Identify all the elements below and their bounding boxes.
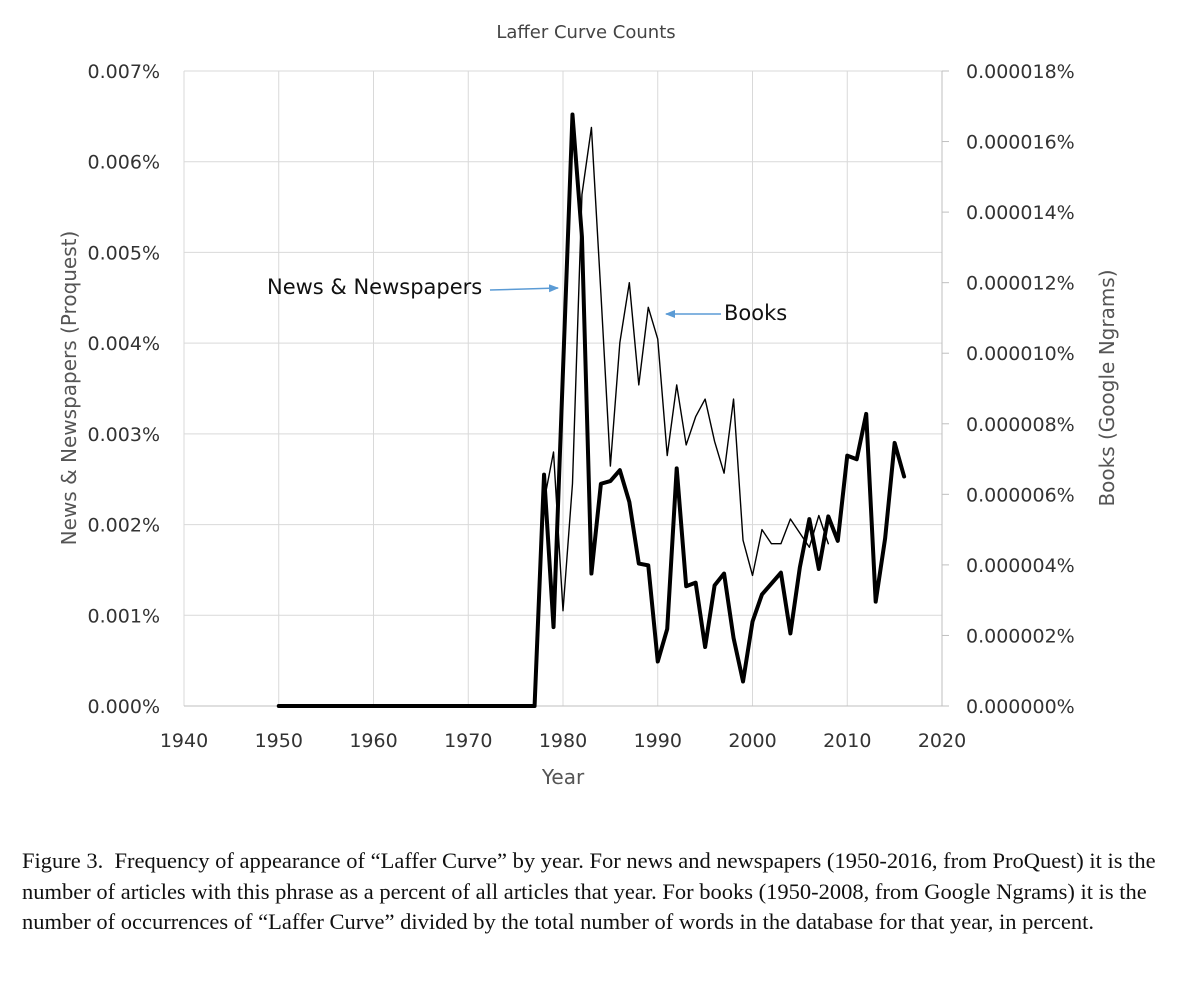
laffer-chart: Laffer Curve Counts 1940 1950 1960 1970 1980… — [57, 22, 1119, 789]
x-tick-label: 1990 — [634, 730, 682, 752]
books-series-line — [533, 126, 829, 707]
x-tick-label: 1960 — [349, 730, 397, 752]
x-tick-label: 1980 — [539, 730, 587, 752]
y-tick-label: 0.001% — [88, 605, 160, 627]
gridlines — [183, 70, 949, 707]
y-axis-title: News & Newspapers (Proquest) — [57, 231, 81, 546]
news-annotation: News & Newspapers — [267, 275, 482, 299]
tick-labels: 1940 1950 1960 1970 1980 1990 2000 2010 20200.00… — [88, 61, 1075, 752]
caption-text: Frequency of appearance of “Laffer Curve… — [22, 848, 1156, 934]
y2-tick-label: 0.000002% — [966, 625, 1075, 647]
y-tick-label: 0.007% — [88, 61, 160, 83]
y2-tick-label: 0.000000% — [966, 696, 1075, 718]
x-tick-label: 1950 — [255, 730, 303, 752]
caption-label: Figure 3. — [22, 848, 104, 873]
x-tick-label: 1970 — [444, 730, 492, 752]
y2-tick-label: 0.000016% — [966, 132, 1075, 154]
y-tick-label: 0.002% — [88, 515, 160, 537]
y2-tick-label: 0.000018% — [966, 61, 1075, 83]
series-layer — [276, 112, 907, 708]
news-series-line — [276, 112, 907, 708]
y2-tick-label: 0.000004% — [966, 555, 1075, 577]
y2-tick-label: 0.000010% — [966, 343, 1075, 365]
x-axis-title: Year — [541, 765, 585, 789]
x-tick-label: 2010 — [823, 730, 871, 752]
y2-tick-label: 0.000006% — [966, 484, 1075, 506]
y-tick-label: 0.006% — [88, 152, 160, 174]
y-tick-label: 0.003% — [88, 424, 160, 446]
books-annotation: Books — [724, 301, 787, 325]
news-annotation-arrow — [489, 284, 559, 293]
y2-tick-label: 0.000012% — [966, 273, 1075, 295]
figure-caption: Figure 3. Frequency of appearance of “La… — [22, 846, 1162, 938]
y-tick-label: 0.004% — [88, 333, 160, 355]
x-tick-label: 2000 — [728, 730, 776, 752]
y2-tick-label: 0.000008% — [966, 414, 1075, 436]
y-tick-label: 0.005% — [88, 242, 160, 264]
x-tick-label: 2020 — [918, 730, 966, 752]
x-tick-label: 1940 — [160, 730, 208, 752]
chart-title: Laffer Curve Counts — [496, 22, 675, 43]
y2-axis-title: Books (Google Ngrams) — [1095, 269, 1119, 506]
y-tick-label: 0.000% — [88, 696, 160, 718]
y2-tick-label: 0.000014% — [966, 202, 1075, 224]
